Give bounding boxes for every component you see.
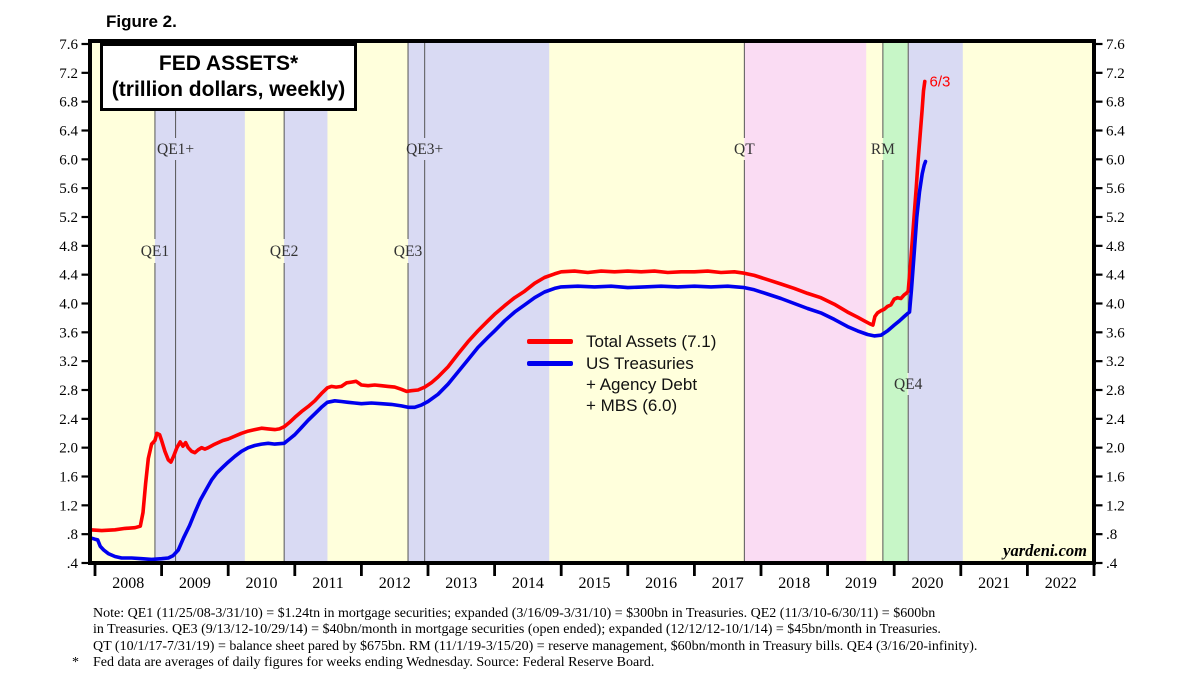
- x-tick-2012: 2012: [379, 575, 411, 592]
- x-tick-2016: 2016: [645, 575, 677, 592]
- y-tick-left-6.8: 6.8: [59, 95, 78, 111]
- x-axis: 2008 2009 2010 2011 2012 2013 2014 2015 2016 2017…: [93, 565, 1096, 592]
- footnotes: Note: QE1 (11/25/08-3/31/10) = $1.24tn i…: [72, 606, 1142, 671]
- y-tick-right-3.6: 3.6: [1106, 325, 1125, 341]
- y-tick-right-4.0: 4.0: [1106, 297, 1125, 313]
- band-qt: [744, 41, 867, 563]
- y-tick-right-5.6: 5.6: [1106, 181, 1125, 197]
- x-tick-2013: 2013: [445, 575, 477, 592]
- y-tick-right-7.6: 7.6: [1106, 37, 1125, 53]
- y-tick-left-7.2: 7.2: [59, 66, 78, 82]
- y-tick-left-3.2: 3.2: [59, 354, 78, 370]
- legend-label-treasuries: US Treasuries + Agency Debt + MBS (6.0): [586, 354, 698, 415]
- y-tick-right-6.4: 6.4: [1106, 124, 1125, 140]
- y-tick-left-5.2: 5.2: [59, 210, 78, 226]
- y-tick-left-4.4: 4.4: [59, 268, 78, 284]
- y-tick-left-1.2: 1.2: [59, 498, 78, 514]
- y-tick-right-2.0: 2.0: [1106, 441, 1125, 457]
- x-tick-2009: 2009: [179, 575, 211, 592]
- chart-title-box: FED ASSETS* (trillion dollars, weekly): [100, 43, 357, 111]
- total-assets-line-swatch: [527, 339, 573, 344]
- band-label-qe4: QE4: [894, 376, 923, 393]
- x-tick-2022: 2022: [1045, 575, 1077, 592]
- footnote-text: Fed data are averages of daily figures f…: [93, 654, 655, 670]
- y-tick-right-6.8: 6.8: [1106, 95, 1125, 111]
- x-tick-2008: 2008: [112, 575, 144, 592]
- y-tick-right-2.4: 2.4: [1106, 412, 1125, 428]
- y-tick-right-1.2: 1.2: [1106, 498, 1125, 514]
- x-tick-2017: 2017: [712, 575, 744, 592]
- band-qe1: [154, 41, 245, 563]
- annotation-latest-date: 6/3: [929, 73, 950, 90]
- y-tick-right-.4: .4: [1106, 556, 1118, 572]
- x-tick-2018: 2018: [778, 575, 810, 592]
- x-tick-2014: 2014: [512, 575, 544, 592]
- note-line-3: QT (10/1/17-7/31/19) = balance sheet par…: [93, 638, 978, 654]
- chart-title-line2: (trillion dollars, weekly): [111, 78, 346, 101]
- legend-item-treasuries: US Treasuries + Agency Debt + MBS (6.0): [527, 353, 716, 416]
- y-tick-left-4.8: 4.8: [59, 239, 78, 255]
- y-tick-left-2.0: 2.0: [59, 441, 78, 457]
- footnote-marker: *: [72, 654, 79, 670]
- band-qe2: [284, 41, 328, 563]
- y-tick-left-1.6: 1.6: [59, 470, 78, 486]
- note-line-1: Note: QE1 (11/25/08-3/31/10) = $1.24tn i…: [93, 606, 936, 621]
- y-tick-right-5.2: 5.2: [1106, 210, 1125, 226]
- y-tick-right-2.8: 2.8: [1106, 383, 1125, 399]
- watermark-yardeni: yardeni.com: [1001, 541, 1087, 560]
- x-tick-2015: 2015: [579, 575, 611, 592]
- y-axis: .4 .4 .8 .8 1.2 1.2 1.6 1.6 2.0 2.0 2.4 2.4 2.8 2.8 3.…: [59, 37, 1125, 572]
- note-line-2: in Treasuries. QE3 (9/13/12-10/29/14) = …: [93, 622, 941, 638]
- y-tick-left-3.6: 3.6: [59, 325, 78, 341]
- y-tick-right-3.2: 3.2: [1106, 354, 1125, 370]
- y-tick-left-.8: .8: [67, 527, 78, 543]
- legend-label-total-assets: Total Assets (7.1): [586, 332, 717, 351]
- x-tick-2019: 2019: [845, 575, 877, 592]
- footnote-source: * Fed data are averages of daily figures…: [72, 655, 1142, 671]
- y-tick-left-5.6: 5.6: [59, 181, 78, 197]
- x-tick-2021: 2021: [978, 575, 1010, 592]
- treasuries-line-swatch: [527, 361, 573, 366]
- band-label-qe3-plus: QE3+: [406, 141, 443, 158]
- band-qe4: [908, 41, 963, 563]
- plot-border: [88, 39, 1096, 565]
- band-label-qe2: QE2: [270, 243, 298, 260]
- series-lines: [88, 79, 928, 562]
- y-tick-left-6.4: 6.4: [59, 124, 78, 140]
- chart-title-line1: FED ASSETS*: [158, 52, 299, 75]
- y-tick-right-4.4: 4.4: [1106, 268, 1125, 284]
- band-label-qe1: QE1: [141, 243, 169, 260]
- legend-item-total-assets: Total Assets (7.1): [527, 331, 716, 352]
- y-tick-left-.4: .4: [67, 556, 79, 572]
- band-label-qt: QT: [734, 141, 755, 158]
- treasuries-line: [88, 159, 928, 562]
- x-tick-2010: 2010: [246, 575, 278, 592]
- y-tick-left-4.0: 4.0: [59, 297, 78, 313]
- y-tick-right-6.0: 6.0: [1106, 152, 1125, 168]
- figure-label: Figure 2.: [106, 12, 177, 31]
- band-label-rm: RM: [871, 141, 895, 158]
- band-label-qe1-plus: QE1+: [157, 141, 194, 158]
- band-label-qe3: QE3: [394, 243, 423, 260]
- total-assets-line: [88, 79, 927, 533]
- x-tick-2011: 2011: [312, 575, 343, 592]
- y-tick-right-7.2: 7.2: [1106, 66, 1125, 82]
- x-tick-2020: 2020: [912, 575, 944, 592]
- y-tick-left-2.8: 2.8: [59, 383, 78, 399]
- legend: Total Assets (7.1) US Treasuries + Agenc…: [527, 331, 716, 417]
- policy-bands: [154, 41, 963, 563]
- y-tick-left-7.6: 7.6: [59, 37, 78, 53]
- band-rm: [882, 41, 908, 563]
- y-tick-left-6.0: 6.0: [59, 152, 78, 168]
- y-tick-right-.8: .8: [1106, 527, 1117, 543]
- y-tick-right-1.6: 1.6: [1106, 470, 1125, 486]
- y-tick-right-4.8: 4.8: [1106, 239, 1125, 255]
- y-tick-left-2.4: 2.4: [59, 412, 78, 428]
